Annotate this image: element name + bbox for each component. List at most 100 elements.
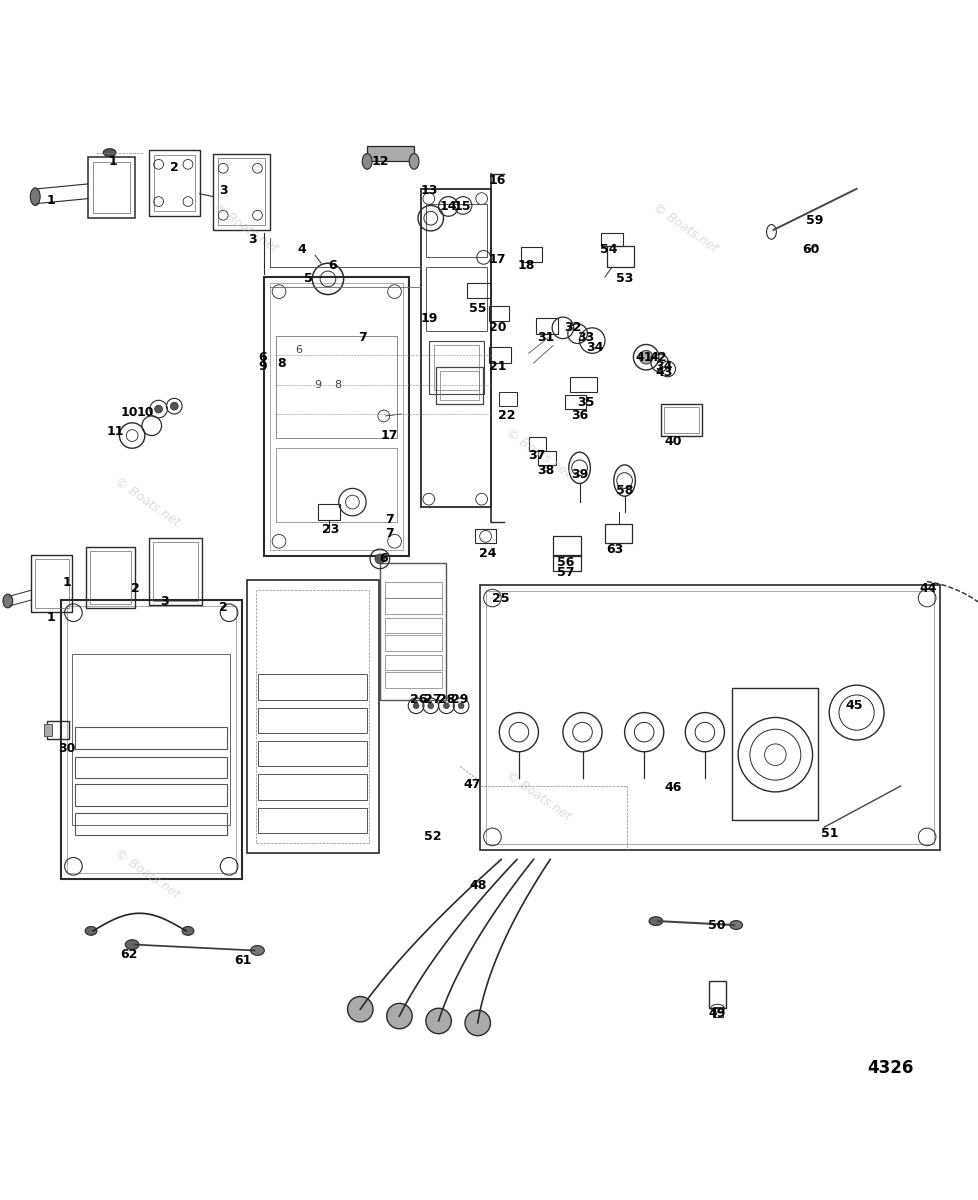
Text: 27: 27 bbox=[423, 694, 441, 707]
Bar bbox=[75, 727, 227, 749]
Bar bbox=[72, 654, 230, 826]
Circle shape bbox=[427, 703, 433, 709]
Ellipse shape bbox=[250, 946, 264, 955]
Text: 55: 55 bbox=[468, 301, 486, 314]
Text: 3: 3 bbox=[160, 595, 168, 608]
Bar bbox=[93, 162, 130, 214]
Text: 4326: 4326 bbox=[867, 1058, 913, 1076]
Bar bbox=[154, 155, 195, 211]
Bar bbox=[479, 586, 939, 850]
Circle shape bbox=[425, 1008, 451, 1033]
Text: 1: 1 bbox=[63, 576, 70, 589]
Text: 53: 53 bbox=[615, 272, 633, 286]
Bar bbox=[660, 404, 701, 436]
Text: 33: 33 bbox=[576, 331, 594, 344]
Text: 10: 10 bbox=[136, 406, 154, 419]
Bar bbox=[379, 563, 446, 700]
Bar bbox=[246, 581, 378, 852]
Text: 36: 36 bbox=[570, 409, 588, 422]
Ellipse shape bbox=[648, 917, 662, 925]
Text: 49: 49 bbox=[707, 1007, 725, 1020]
Text: 37: 37 bbox=[527, 449, 545, 462]
Text: 32: 32 bbox=[563, 322, 581, 335]
Text: 12: 12 bbox=[371, 155, 388, 168]
Bar bbox=[569, 377, 597, 392]
Text: 22: 22 bbox=[498, 409, 515, 422]
Bar bbox=[428, 341, 483, 395]
Bar bbox=[258, 708, 367, 733]
Text: 28: 28 bbox=[437, 694, 455, 707]
Text: 3: 3 bbox=[219, 185, 227, 197]
Text: 63: 63 bbox=[605, 542, 623, 556]
Bar bbox=[44, 725, 52, 736]
Bar bbox=[712, 1007, 722, 1018]
Text: 23: 23 bbox=[322, 523, 339, 536]
Bar bbox=[553, 554, 580, 571]
Bar bbox=[489, 306, 509, 320]
Circle shape bbox=[465, 1010, 490, 1036]
Text: 34: 34 bbox=[586, 341, 603, 354]
Bar bbox=[538, 451, 556, 464]
Ellipse shape bbox=[85, 926, 97, 935]
Text: 48: 48 bbox=[468, 880, 486, 893]
Bar bbox=[264, 277, 409, 556]
Bar bbox=[153, 542, 198, 601]
Text: 16: 16 bbox=[488, 174, 506, 187]
Text: 38: 38 bbox=[537, 464, 555, 478]
Ellipse shape bbox=[104, 149, 116, 156]
Circle shape bbox=[443, 703, 449, 709]
Circle shape bbox=[413, 703, 419, 709]
Bar bbox=[384, 635, 441, 650]
Bar bbox=[258, 674, 367, 700]
Text: 52: 52 bbox=[423, 830, 441, 844]
Text: 17: 17 bbox=[380, 430, 398, 442]
Text: 40: 40 bbox=[664, 434, 682, 448]
Ellipse shape bbox=[729, 920, 742, 930]
Text: 29: 29 bbox=[451, 694, 468, 707]
Bar bbox=[384, 655, 441, 671]
Bar bbox=[536, 318, 557, 334]
Text: 1: 1 bbox=[47, 194, 55, 208]
Bar bbox=[604, 523, 632, 544]
Text: 3: 3 bbox=[248, 233, 256, 246]
Bar bbox=[90, 551, 131, 604]
Text: © Boats.net: © Boats.net bbox=[209, 200, 280, 256]
Text: 30: 30 bbox=[58, 743, 75, 755]
Text: 20: 20 bbox=[488, 322, 506, 335]
Bar bbox=[213, 154, 270, 230]
Text: 15: 15 bbox=[453, 200, 470, 212]
Text: 18: 18 bbox=[517, 259, 535, 271]
Text: 62: 62 bbox=[120, 948, 138, 961]
Text: 6: 6 bbox=[258, 350, 266, 364]
Bar bbox=[600, 233, 622, 246]
Bar bbox=[258, 740, 367, 767]
Text: 47: 47 bbox=[463, 778, 480, 791]
Text: 44: 44 bbox=[918, 582, 936, 595]
Text: 6: 6 bbox=[329, 259, 336, 271]
Text: 2: 2 bbox=[219, 601, 227, 614]
Bar bbox=[75, 784, 227, 805]
Bar bbox=[553, 536, 580, 556]
Bar bbox=[258, 774, 367, 799]
Bar bbox=[61, 600, 242, 880]
Text: 10: 10 bbox=[120, 406, 138, 419]
Circle shape bbox=[375, 554, 384, 564]
Ellipse shape bbox=[30, 188, 40, 205]
Bar bbox=[276, 449, 397, 522]
Bar bbox=[564, 395, 586, 409]
Text: 59: 59 bbox=[805, 214, 822, 227]
Text: 2: 2 bbox=[131, 582, 139, 595]
Text: 57: 57 bbox=[556, 566, 574, 580]
Text: 45: 45 bbox=[844, 700, 862, 713]
Bar bbox=[88, 157, 135, 218]
Bar bbox=[384, 618, 441, 634]
Text: 9: 9 bbox=[314, 379, 322, 390]
Text: 43: 43 bbox=[654, 366, 672, 379]
Text: 19: 19 bbox=[420, 312, 437, 324]
Bar bbox=[75, 757, 227, 778]
Bar bbox=[528, 438, 546, 451]
Text: 7: 7 bbox=[385, 514, 393, 527]
Bar bbox=[35, 559, 68, 608]
Text: © Boats.net: © Boats.net bbox=[111, 475, 182, 529]
Bar bbox=[75, 814, 227, 835]
